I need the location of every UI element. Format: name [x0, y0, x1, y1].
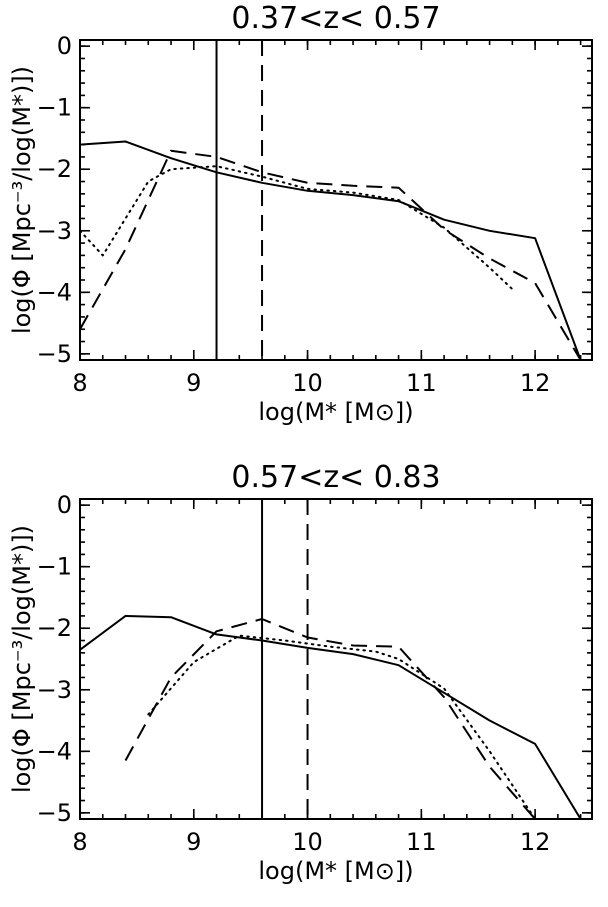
- x-tick-label: 9: [186, 369, 201, 397]
- y-tick-label: −2: [37, 614, 72, 642]
- y-axis-title: log(Φ [Mpc⁻³/log(M*)]): [8, 525, 36, 793]
- series-line-dashed: [80, 149, 582, 360]
- plot-area: [80, 40, 582, 360]
- panel-title: 0.57<z< 0.83: [231, 460, 440, 495]
- x-tick-label: 11: [406, 369, 437, 397]
- x-tick-label: 11: [406, 828, 437, 856]
- x-tick-label: 8: [72, 369, 87, 397]
- chart-panel-1: 0.37<z< 0.57 8 9 10 11 12 0 −1 −2 −3 −4 −5 log(M* [M…: [8, 1, 593, 426]
- x-axis-title: log(M* [M⊙]): [258, 857, 413, 885]
- x-tick-label: 10: [292, 369, 323, 397]
- y-tick-label: −3: [37, 676, 72, 704]
- x-tick-label: 12: [520, 369, 551, 397]
- x-tick-label: 8: [72, 828, 87, 856]
- y-axis-title: log(Φ [Mpc⁻³/log(M*)]): [8, 66, 36, 334]
- series-line-dashed: [124, 618, 536, 819]
- y-tick-label: −3: [37, 217, 72, 245]
- chart-panel-2: 0.57<z< 0.83 8 9 10 11 12 0 −1 −2 −3 −4 −5 log(M* [M…: [8, 460, 593, 885]
- series-line-dotted: [80, 165, 514, 291]
- x-axis-title: log(M* [M⊙]): [258, 398, 413, 426]
- y-tick-label: −4: [37, 737, 72, 765]
- x-tick-label: 12: [520, 828, 551, 856]
- y-tick-label: −1: [37, 94, 72, 122]
- series-line-solid: [80, 614, 582, 819]
- y-tick-label: −1: [37, 553, 72, 581]
- y-tick-label: 0: [57, 32, 72, 60]
- plot-frame: [79, 498, 593, 820]
- series-line-dotted: [147, 634, 537, 819]
- plot-area: [80, 499, 582, 819]
- y-tick-label: −5: [37, 340, 72, 368]
- series-line-solid: [80, 140, 582, 360]
- y-tick-label: −5: [37, 799, 72, 827]
- x-tick-label: 10: [292, 828, 323, 856]
- y-tick-label: −2: [37, 155, 72, 183]
- y-tick-label: −4: [37, 278, 72, 306]
- y-tick-label: 0: [57, 491, 72, 519]
- x-tick-label: 9: [186, 828, 201, 856]
- plot-frame: [79, 39, 593, 361]
- panel-title: 0.37<z< 0.57: [231, 1, 440, 36]
